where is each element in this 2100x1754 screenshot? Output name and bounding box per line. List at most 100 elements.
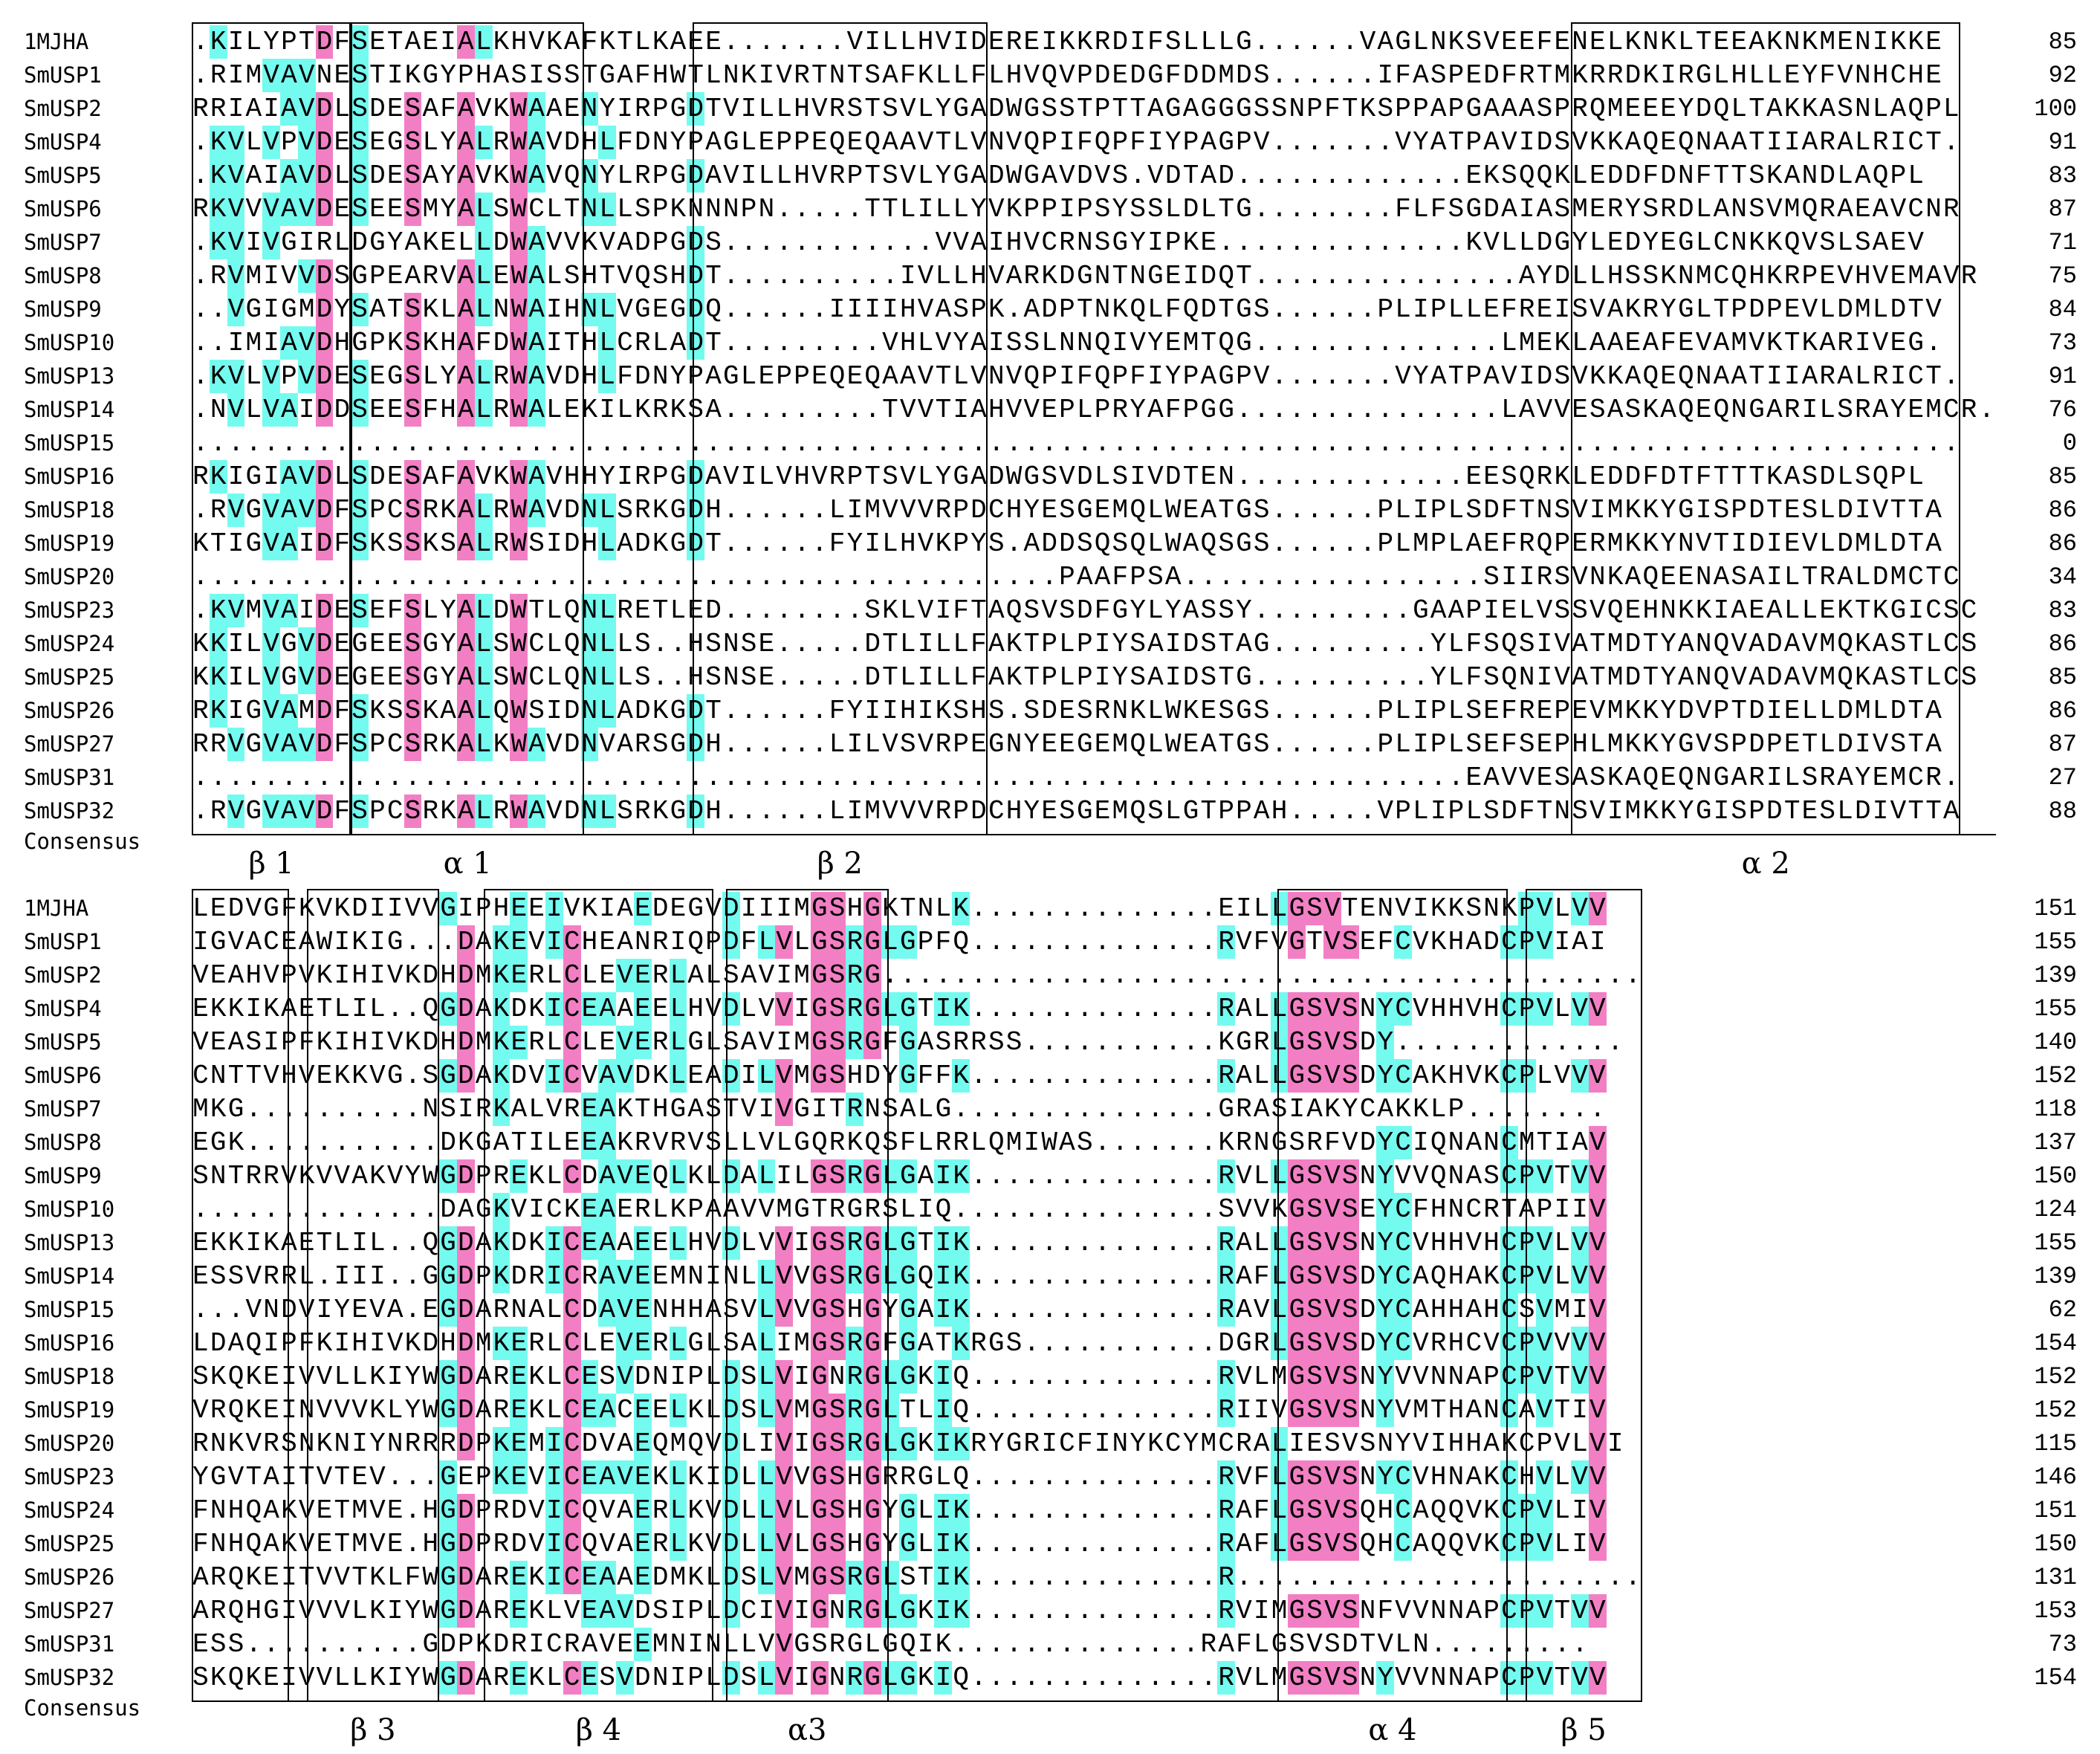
residue: F	[935, 927, 952, 957]
residue: N	[1518, 662, 1535, 693]
sequence-name: SmUSP15	[24, 430, 115, 456]
structure-label: α 1	[443, 847, 492, 881]
residue: C	[1394, 1527, 1412, 1561]
residue: R	[935, 495, 952, 525]
residue: M	[245, 595, 262, 626]
residue: S	[351, 460, 369, 493]
residue: I	[263, 1328, 279, 1359]
residue: V	[1588, 1494, 1607, 1527]
residue: .	[1377, 960, 1394, 991]
residue: R	[1483, 1194, 1500, 1225]
residue: R	[1518, 60, 1535, 91]
residue: Y	[1660, 696, 1676, 726]
residue: V	[1571, 1159, 1589, 1193]
residue: S	[404, 126, 422, 159]
residue: D	[1483, 194, 1500, 224]
residue: A	[1713, 361, 1730, 392]
residue: M	[776, 1194, 792, 1225]
residue: A	[475, 1562, 492, 1593]
residue: R	[245, 1161, 262, 1191]
residue: .	[210, 294, 227, 325]
residue: L	[1554, 893, 1571, 924]
residue: I	[670, 1362, 687, 1392]
residue: I	[1518, 127, 1535, 158]
residue: .	[970, 927, 987, 957]
residue: S	[687, 395, 704, 425]
residue: E	[528, 893, 545, 924]
residue: .	[740, 696, 757, 726]
residue: K	[298, 893, 315, 924]
residue: V	[1359, 27, 1376, 57]
residue: L	[1253, 1161, 1270, 1191]
residue: N	[1359, 1395, 1376, 1425]
residue: S	[1324, 1428, 1341, 1459]
residue: G	[1288, 925, 1306, 959]
residue: .	[1289, 361, 1306, 392]
residue: W	[422, 1663, 439, 1693]
residue: .	[811, 495, 828, 525]
residue: D	[334, 395, 351, 425]
residue: E	[263, 1562, 279, 1593]
residue: I	[1695, 495, 1712, 525]
residue: V	[546, 1094, 563, 1124]
residue: A	[598, 1460, 617, 1494]
residue: Y	[882, 1529, 898, 1559]
residue: G	[1890, 595, 1907, 626]
residue: K	[263, 1228, 279, 1258]
residue: .	[1324, 161, 1341, 191]
residue: L	[1518, 227, 1535, 258]
residue: G	[846, 1629, 863, 1660]
residue: Y	[1376, 1226, 1395, 1260]
residue: V	[705, 1428, 722, 1459]
residue: L	[351, 1663, 368, 1693]
residue: S	[1819, 227, 1836, 258]
residue: C	[563, 1293, 581, 1327]
residue: .	[1341, 662, 1358, 693]
residue: P	[1377, 495, 1394, 525]
residue: W	[510, 460, 528, 493]
residue: S	[740, 1562, 757, 1593]
residue: L	[1819, 294, 1836, 325]
residue: I	[1572, 1295, 1588, 1325]
residue: .	[1041, 1529, 1057, 1559]
residue: .	[1023, 1462, 1040, 1492]
residue: D	[1041, 294, 1057, 325]
sequence: CNTTVHVEKKVG.SGDAKDVICVAVDKLEADILVMGSHDY…	[192, 1059, 1607, 1093]
residue: T	[864, 161, 881, 191]
residue: I	[1713, 595, 1730, 626]
residue: .	[1059, 1529, 1075, 1559]
residue: V	[617, 294, 633, 325]
residue: R	[829, 462, 846, 492]
residue: K	[1642, 495, 1659, 525]
residue: .	[1094, 1495, 1111, 1526]
residue: H	[687, 994, 704, 1024]
residue: .	[404, 994, 421, 1024]
residue: .	[846, 227, 863, 258]
residue: S	[1890, 629, 1907, 659]
residue: S	[882, 1094, 898, 1124]
residue: L	[546, 1596, 563, 1626]
residue: H	[899, 328, 916, 358]
residue: A	[1872, 395, 1889, 425]
residue: V	[1413, 1328, 1429, 1359]
sequence-end: 87	[2048, 731, 2077, 758]
residue: N	[988, 361, 1005, 392]
residue: I	[281, 1362, 297, 1392]
residue: .	[192, 261, 209, 291]
sequence-end: 88	[2048, 797, 2077, 825]
residue: S	[1200, 629, 1217, 659]
residue: H	[493, 893, 510, 924]
residue: Q	[1218, 261, 1234, 291]
residue: V	[227, 493, 245, 527]
residue: I	[794, 1362, 810, 1392]
residue: G	[1271, 1127, 1288, 1158]
residue: S	[1005, 1027, 1023, 1058]
residue: L	[546, 960, 563, 991]
residue: A	[456, 393, 475, 427]
residue: Y	[1164, 127, 1182, 158]
residue: S	[705, 1127, 722, 1158]
residue: .	[846, 328, 863, 358]
residue: E	[386, 1495, 404, 1526]
residue: D	[315, 192, 334, 226]
residue: W	[510, 627, 528, 661]
